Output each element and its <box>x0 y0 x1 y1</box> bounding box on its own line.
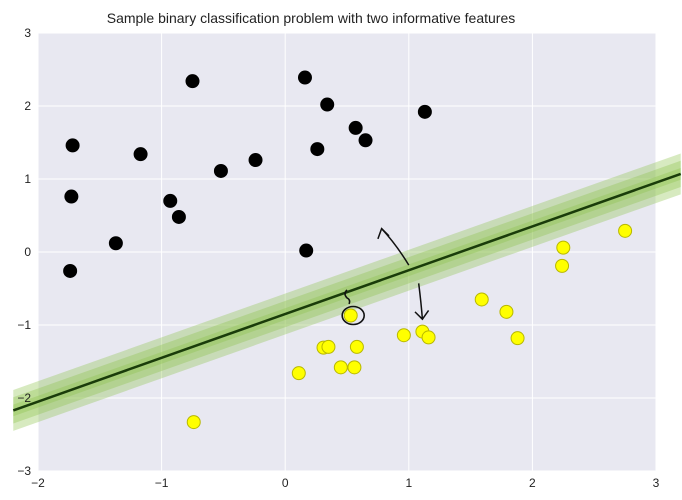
data-point-class-1 <box>555 258 570 273</box>
data-point-class-0 <box>320 97 335 112</box>
data-point-class-0 <box>171 209 186 224</box>
data-point-class-0 <box>108 236 123 251</box>
data-point-class-1 <box>396 328 411 343</box>
circle-annotation <box>341 305 365 326</box>
x-tick-label: 0 <box>282 476 289 490</box>
arrowhead-up <box>377 227 390 240</box>
x-tick-label: 2 <box>529 476 536 490</box>
y-tick-label: 3 <box>24 26 31 40</box>
data-point-class-0 <box>310 142 325 157</box>
data-point-class-0 <box>358 133 373 148</box>
epsilon-annotation <box>344 289 351 305</box>
data-point-class-0 <box>213 163 228 178</box>
data-point-class-0 <box>348 120 363 135</box>
data-point-class-0 <box>64 189 79 204</box>
data-point-class-1 <box>186 415 201 430</box>
data-point-class-0 <box>63 263 78 278</box>
y-tick-label: −2 <box>17 391 31 405</box>
x-tick-labels: −2 −1 0 1 2 3 <box>31 476 660 490</box>
data-point-class-1 <box>421 330 436 345</box>
data-point-class-0 <box>133 147 148 162</box>
y-tick-label: −3 <box>17 464 31 478</box>
data-point-class-1 <box>474 292 489 307</box>
arrow-down-annotation <box>417 283 424 320</box>
data-point-class-1 <box>333 360 348 375</box>
data-point-class-0 <box>248 153 263 168</box>
chart-title: Sample binary classification problem wit… <box>107 10 516 26</box>
arrowhead-down <box>414 309 430 321</box>
decision-line <box>12 172 682 412</box>
data-point-class-1 <box>510 331 525 346</box>
data-point-class-0 <box>297 70 312 85</box>
data-points <box>63 70 633 430</box>
data-point-class-1 <box>291 366 306 381</box>
data-point-class-1 <box>343 308 358 323</box>
data-point-class-1 <box>556 240 571 255</box>
data-point-class-0 <box>65 138 80 153</box>
x-tick-label: −2 <box>31 476 45 490</box>
handwritten-annotations <box>341 227 430 326</box>
x-tick-label: 3 <box>653 476 660 490</box>
data-point-class-0 <box>417 104 432 119</box>
x-tick-label: −1 <box>155 476 169 490</box>
data-point-class-1 <box>321 339 336 354</box>
data-point-class-0 <box>185 74 200 89</box>
data-point-class-1 <box>499 304 514 319</box>
y-tick-label: 2 <box>24 99 31 113</box>
y-tick-labels: −3 −2 −1 0 1 2 3 <box>17 26 31 478</box>
x-tick-label: 1 <box>405 476 412 490</box>
data-point-class-1 <box>347 360 362 375</box>
horizontal-gridlines <box>38 32 656 472</box>
data-point-class-0 <box>163 193 178 208</box>
y-tick-label: 0 <box>24 245 31 259</box>
data-point-class-1 <box>349 339 364 354</box>
data-point-class-1 <box>618 223 633 238</box>
regression-line <box>12 172 682 412</box>
y-tick-label: 1 <box>24 172 31 186</box>
data-point-class-0 <box>299 243 314 258</box>
y-tick-label: −1 <box>17 318 31 332</box>
